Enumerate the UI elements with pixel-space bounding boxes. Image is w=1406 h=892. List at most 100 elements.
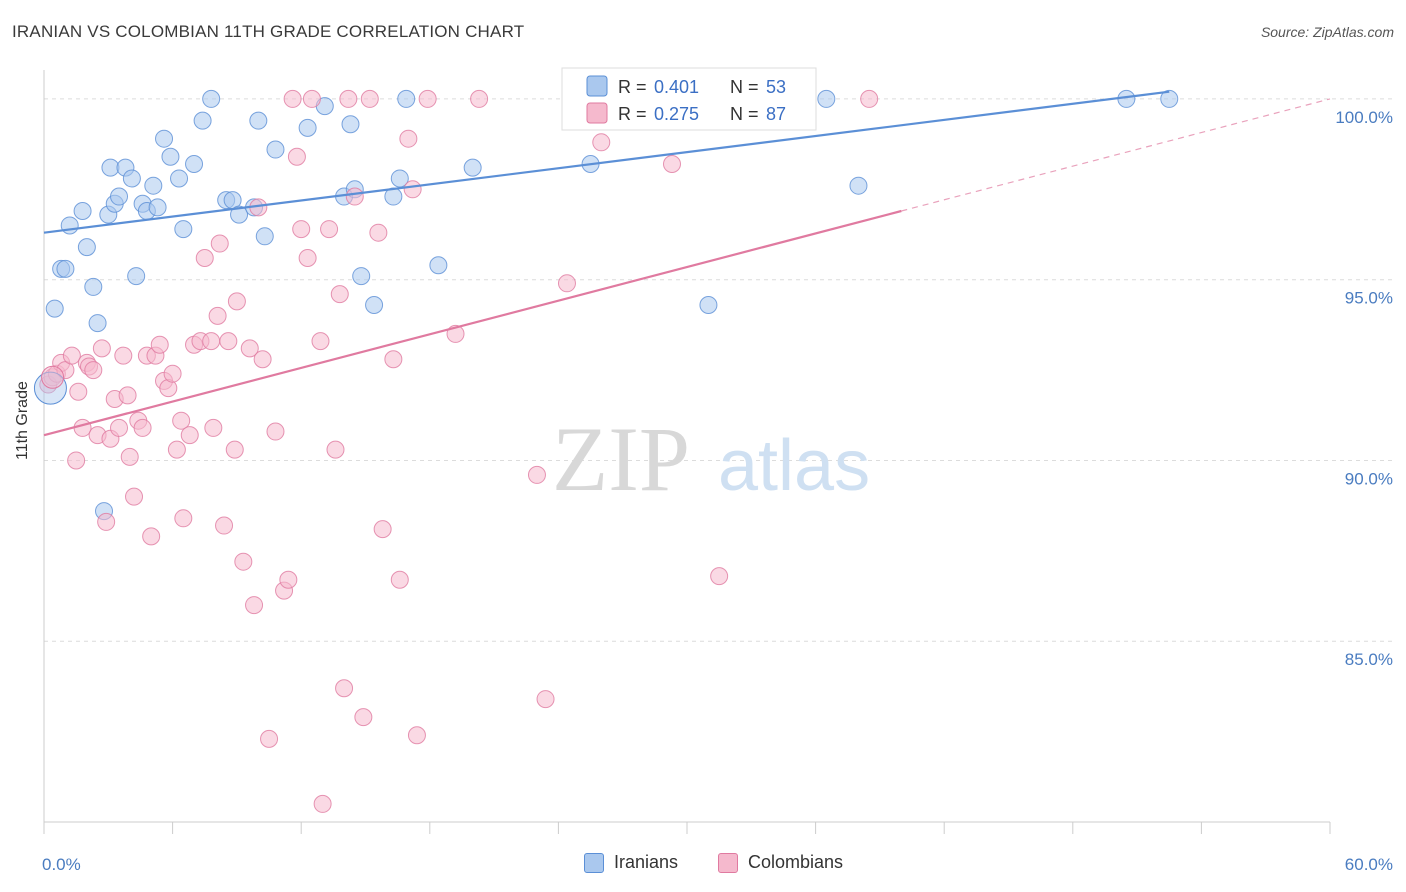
point-colombians [215, 516, 234, 535]
point-colombians [320, 220, 339, 239]
point-iranians [249, 111, 268, 130]
point-colombians [97, 512, 116, 531]
legend-item-iranians: Iranians [584, 852, 678, 873]
point-iranians [110, 187, 129, 206]
point-colombians [225, 440, 244, 459]
point-colombians [418, 89, 437, 108]
legend-n-label-iranians: N = [730, 77, 759, 97]
point-colombians [311, 332, 330, 351]
point-iranians [170, 169, 189, 188]
point-colombians [118, 386, 137, 405]
point-colombians [287, 147, 306, 166]
point-iranians [84, 277, 103, 296]
legend-n-label-colombians: N = [730, 104, 759, 124]
point-iranians [144, 176, 163, 195]
point-colombians [240, 339, 259, 358]
point-colombians [354, 708, 373, 727]
point-colombians [219, 332, 238, 351]
trend-line-colombians [43, 209, 902, 437]
point-colombians [360, 89, 379, 108]
point-iranians [101, 158, 120, 177]
point-iranians [88, 314, 107, 333]
trend-lines [43, 90, 1331, 437]
point-colombians [163, 364, 182, 383]
y-tick-label: 100.0% [1335, 108, 1393, 127]
point-colombians [67, 451, 86, 470]
legend-label-colombians: Colombians [748, 852, 844, 872]
point-colombians [92, 339, 111, 358]
point-colombians [710, 567, 729, 586]
point-colombians [373, 520, 392, 539]
point-colombians-large [41, 365, 65, 389]
point-colombians [69, 382, 88, 401]
point-iranians [849, 176, 868, 195]
point-colombians [208, 306, 227, 325]
legend-swatch-iranians [586, 75, 608, 97]
point-iranians [390, 169, 409, 188]
point-iranians [77, 238, 96, 257]
legend-label-iranians: Iranians [614, 852, 679, 872]
series-legend: Iranians Colombians [0, 852, 1406, 878]
legend-swatch-colombians [586, 102, 608, 124]
point-colombians [227, 292, 246, 311]
point-iranians [122, 169, 141, 188]
point-colombians [292, 220, 311, 239]
legend-r-label-colombians: R = [618, 104, 647, 124]
y-tick-label: 85.0% [1345, 650, 1393, 669]
point-colombians [339, 89, 358, 108]
point-colombians [202, 332, 221, 351]
point-iranians [817, 89, 836, 108]
point-iranians [127, 267, 146, 286]
legend-swatch-iranians-bottom [584, 852, 604, 873]
point-iranians [202, 89, 221, 108]
point-colombians [260, 729, 279, 748]
point-colombians [172, 411, 191, 430]
point-colombians [120, 447, 139, 466]
point-colombians [125, 487, 144, 506]
point-colombians [662, 155, 681, 173]
point-colombians [210, 234, 229, 253]
point-iranians [463, 158, 482, 177]
point-iranians [365, 296, 384, 314]
point-colombians [73, 418, 92, 437]
point-iranians [193, 111, 212, 130]
point-iranians [161, 147, 180, 166]
point-colombians [266, 422, 285, 441]
point-iranians [174, 220, 193, 239]
point-colombians [133, 418, 152, 437]
stats-legend: R = 0.401 N = 53 R = 0.275 N = 87 [561, 67, 817, 131]
point-colombians [330, 285, 349, 304]
watermark-zip: ZIP [552, 408, 690, 510]
point-colombians [592, 133, 611, 152]
point-iranians [1117, 89, 1136, 108]
point-colombians [150, 335, 169, 354]
point-colombians [860, 89, 879, 108]
point-colombians [384, 350, 403, 369]
point-colombians [195, 249, 214, 267]
point-iranians [266, 140, 285, 159]
point-iranians [56, 259, 75, 278]
point-colombians [390, 570, 409, 589]
point-iranians [429, 256, 448, 275]
point-colombians [234, 552, 253, 571]
point-iranians [148, 198, 167, 217]
watermark-atlas: atlas [718, 426, 870, 506]
chart-title: IRANIAN VS COLOMBIAN 11TH GRADE CORRELAT… [12, 22, 525, 41]
y-tick-label: 90.0% [1345, 469, 1393, 488]
trend-line-iranians [43, 90, 1170, 234]
legend-n-value-colombians: 87 [766, 104, 786, 124]
point-colombians [527, 465, 546, 484]
point-colombians [407, 726, 426, 745]
point-colombians [174, 509, 193, 528]
point-iranians [255, 227, 274, 246]
point-iranians [341, 115, 360, 134]
point-colombians [142, 527, 161, 546]
point-colombians [114, 346, 133, 365]
point-iranians [699, 296, 718, 314]
data-points [33, 89, 1179, 813]
point-colombians [84, 361, 103, 380]
legend-r-value-colombians: 0.275 [654, 104, 699, 124]
point-colombians [470, 89, 489, 108]
point-colombians [369, 223, 388, 242]
